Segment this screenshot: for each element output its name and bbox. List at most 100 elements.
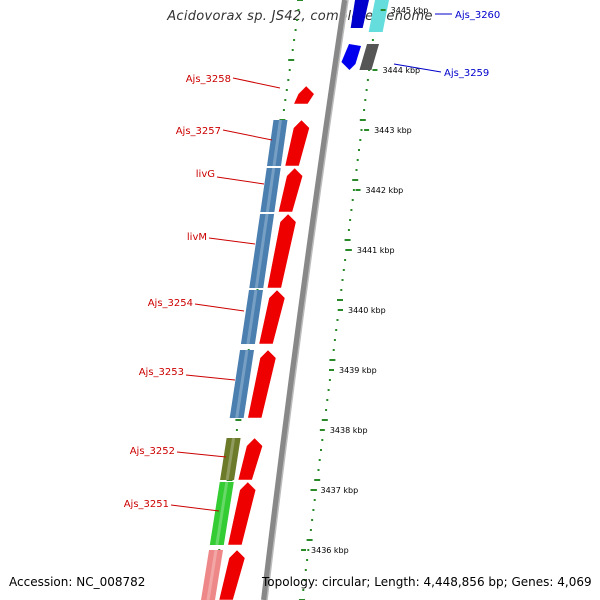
dot <box>359 119 366 121</box>
dot <box>311 519 314 521</box>
dot <box>366 79 369 81</box>
dot <box>326 399 329 401</box>
dot <box>320 449 322 451</box>
cog-shine <box>235 349 249 419</box>
dot <box>355 169 358 171</box>
cog-track <box>201 0 389 600</box>
dot <box>352 189 355 191</box>
dot <box>321 419 328 421</box>
dot <box>336 319 339 321</box>
dot <box>329 359 336 361</box>
dot <box>317 469 320 471</box>
tick-label: 3436 kbp <box>311 546 349 555</box>
gene-label-Ajs_3254: Ajs_3254 <box>148 298 245 312</box>
gene-label-text: livM <box>187 232 207 243</box>
cog-shine <box>272 119 282 167</box>
gene-labels: Ajs_3260 Ajs_3259 Ajs_3258 Ajs_3257 livG livM… <box>124 10 500 512</box>
leader-line <box>232 77 281 89</box>
tick-label: 3438 kbp <box>330 426 368 435</box>
gene-label-Ajs_3253: Ajs_3253 <box>139 367 236 381</box>
gene-Ajs_3253 <box>247 349 277 419</box>
tick-label: 3437 kbp <box>321 486 359 495</box>
tick: 3443 kbp <box>364 126 412 135</box>
tick: 3436 kbp <box>301 546 349 555</box>
tick: 3437 kbp <box>310 486 359 495</box>
cog-shine <box>215 481 229 546</box>
dot <box>359 139 362 141</box>
cog-box <box>201 550 224 600</box>
dot <box>288 69 291 71</box>
dot <box>294 29 297 31</box>
dot <box>350 209 353 211</box>
gene-label-Ajs_3258: Ajs_3258 <box>186 74 281 89</box>
leader-line <box>170 504 220 512</box>
tick: 3445 kbp <box>380 6 428 15</box>
dot <box>337 299 343 301</box>
dot <box>313 499 316 501</box>
dot <box>318 459 321 461</box>
gene-label-text: Ajs_3259 <box>444 68 489 79</box>
leader-line <box>216 176 265 185</box>
tick: 3442 kbp <box>355 186 403 195</box>
dot <box>340 289 343 291</box>
gene-label-text: Ajs_3252 <box>130 446 175 457</box>
dot <box>349 219 352 221</box>
gene-arrow <box>293 85 315 105</box>
cog-box <box>209 482 234 545</box>
backbone-highlight <box>266 0 349 600</box>
tick-label: 3443 kbp <box>374 126 412 135</box>
dot <box>332 349 335 351</box>
outer-dotted-track <box>299 0 381 600</box>
gene-label-Ajs_3259: Ajs_3259 <box>393 63 489 79</box>
gene-arrow <box>266 213 297 289</box>
tick: 3441 kbp <box>346 246 395 255</box>
gene-label-Ajs_3252: Ajs_3252 <box>130 446 227 458</box>
dot <box>358 149 360 151</box>
tick-label: 3444 kbp <box>382 66 420 75</box>
dot <box>352 179 359 181</box>
gene-arrow <box>227 481 257 546</box>
cog-box <box>266 120 288 166</box>
gene-label-Ajs_3257: Ajs_3257 <box>176 126 273 141</box>
dot <box>306 539 313 541</box>
dot <box>344 239 351 241</box>
dot <box>356 159 359 161</box>
gene-label-text: Ajs_3260 <box>455 10 500 21</box>
dot <box>288 59 295 61</box>
tick: 3444 kbp <box>372 66 420 75</box>
gene-Ajs_3252 <box>237 437 263 481</box>
dot <box>235 419 242 421</box>
gene-label-text: livG <box>196 169 215 180</box>
gene-label-livM: livM <box>187 232 256 245</box>
tick-label: 3440 kbp <box>348 306 386 315</box>
dot <box>335 329 338 331</box>
dot <box>296 19 299 21</box>
cog-box <box>249 214 275 288</box>
dot <box>302 589 305 591</box>
leader-line <box>194 303 245 312</box>
gene-Ajs_3258 <box>293 85 315 105</box>
gene-arrow <box>218 549 246 600</box>
dot <box>235 429 238 431</box>
dot <box>365 89 368 91</box>
dot <box>304 569 307 571</box>
gene-Ajs_3257 <box>284 119 310 167</box>
dot <box>325 409 328 411</box>
gene-arrow <box>284 119 310 167</box>
tick-label: 3439 kbp <box>339 366 377 375</box>
cog-shine <box>254 213 269 289</box>
cog-box <box>368 0 389 32</box>
leader-line <box>222 129 273 141</box>
leader-line <box>208 237 256 245</box>
gene-label-text: Ajs_3257 <box>176 126 221 137</box>
dot <box>344 259 347 261</box>
gene-label-Ajs_3251: Ajs_3251 <box>124 499 220 512</box>
accession-text: Accession: NC_008782 <box>9 575 146 589</box>
gene-unlabeled-10 <box>218 549 246 600</box>
dot <box>347 229 350 231</box>
dot <box>284 99 287 101</box>
tick-label: 3441 kbp <box>357 246 395 255</box>
dot <box>297 0 303 1</box>
cog-shine <box>225 437 236 481</box>
dot <box>297 9 300 11</box>
